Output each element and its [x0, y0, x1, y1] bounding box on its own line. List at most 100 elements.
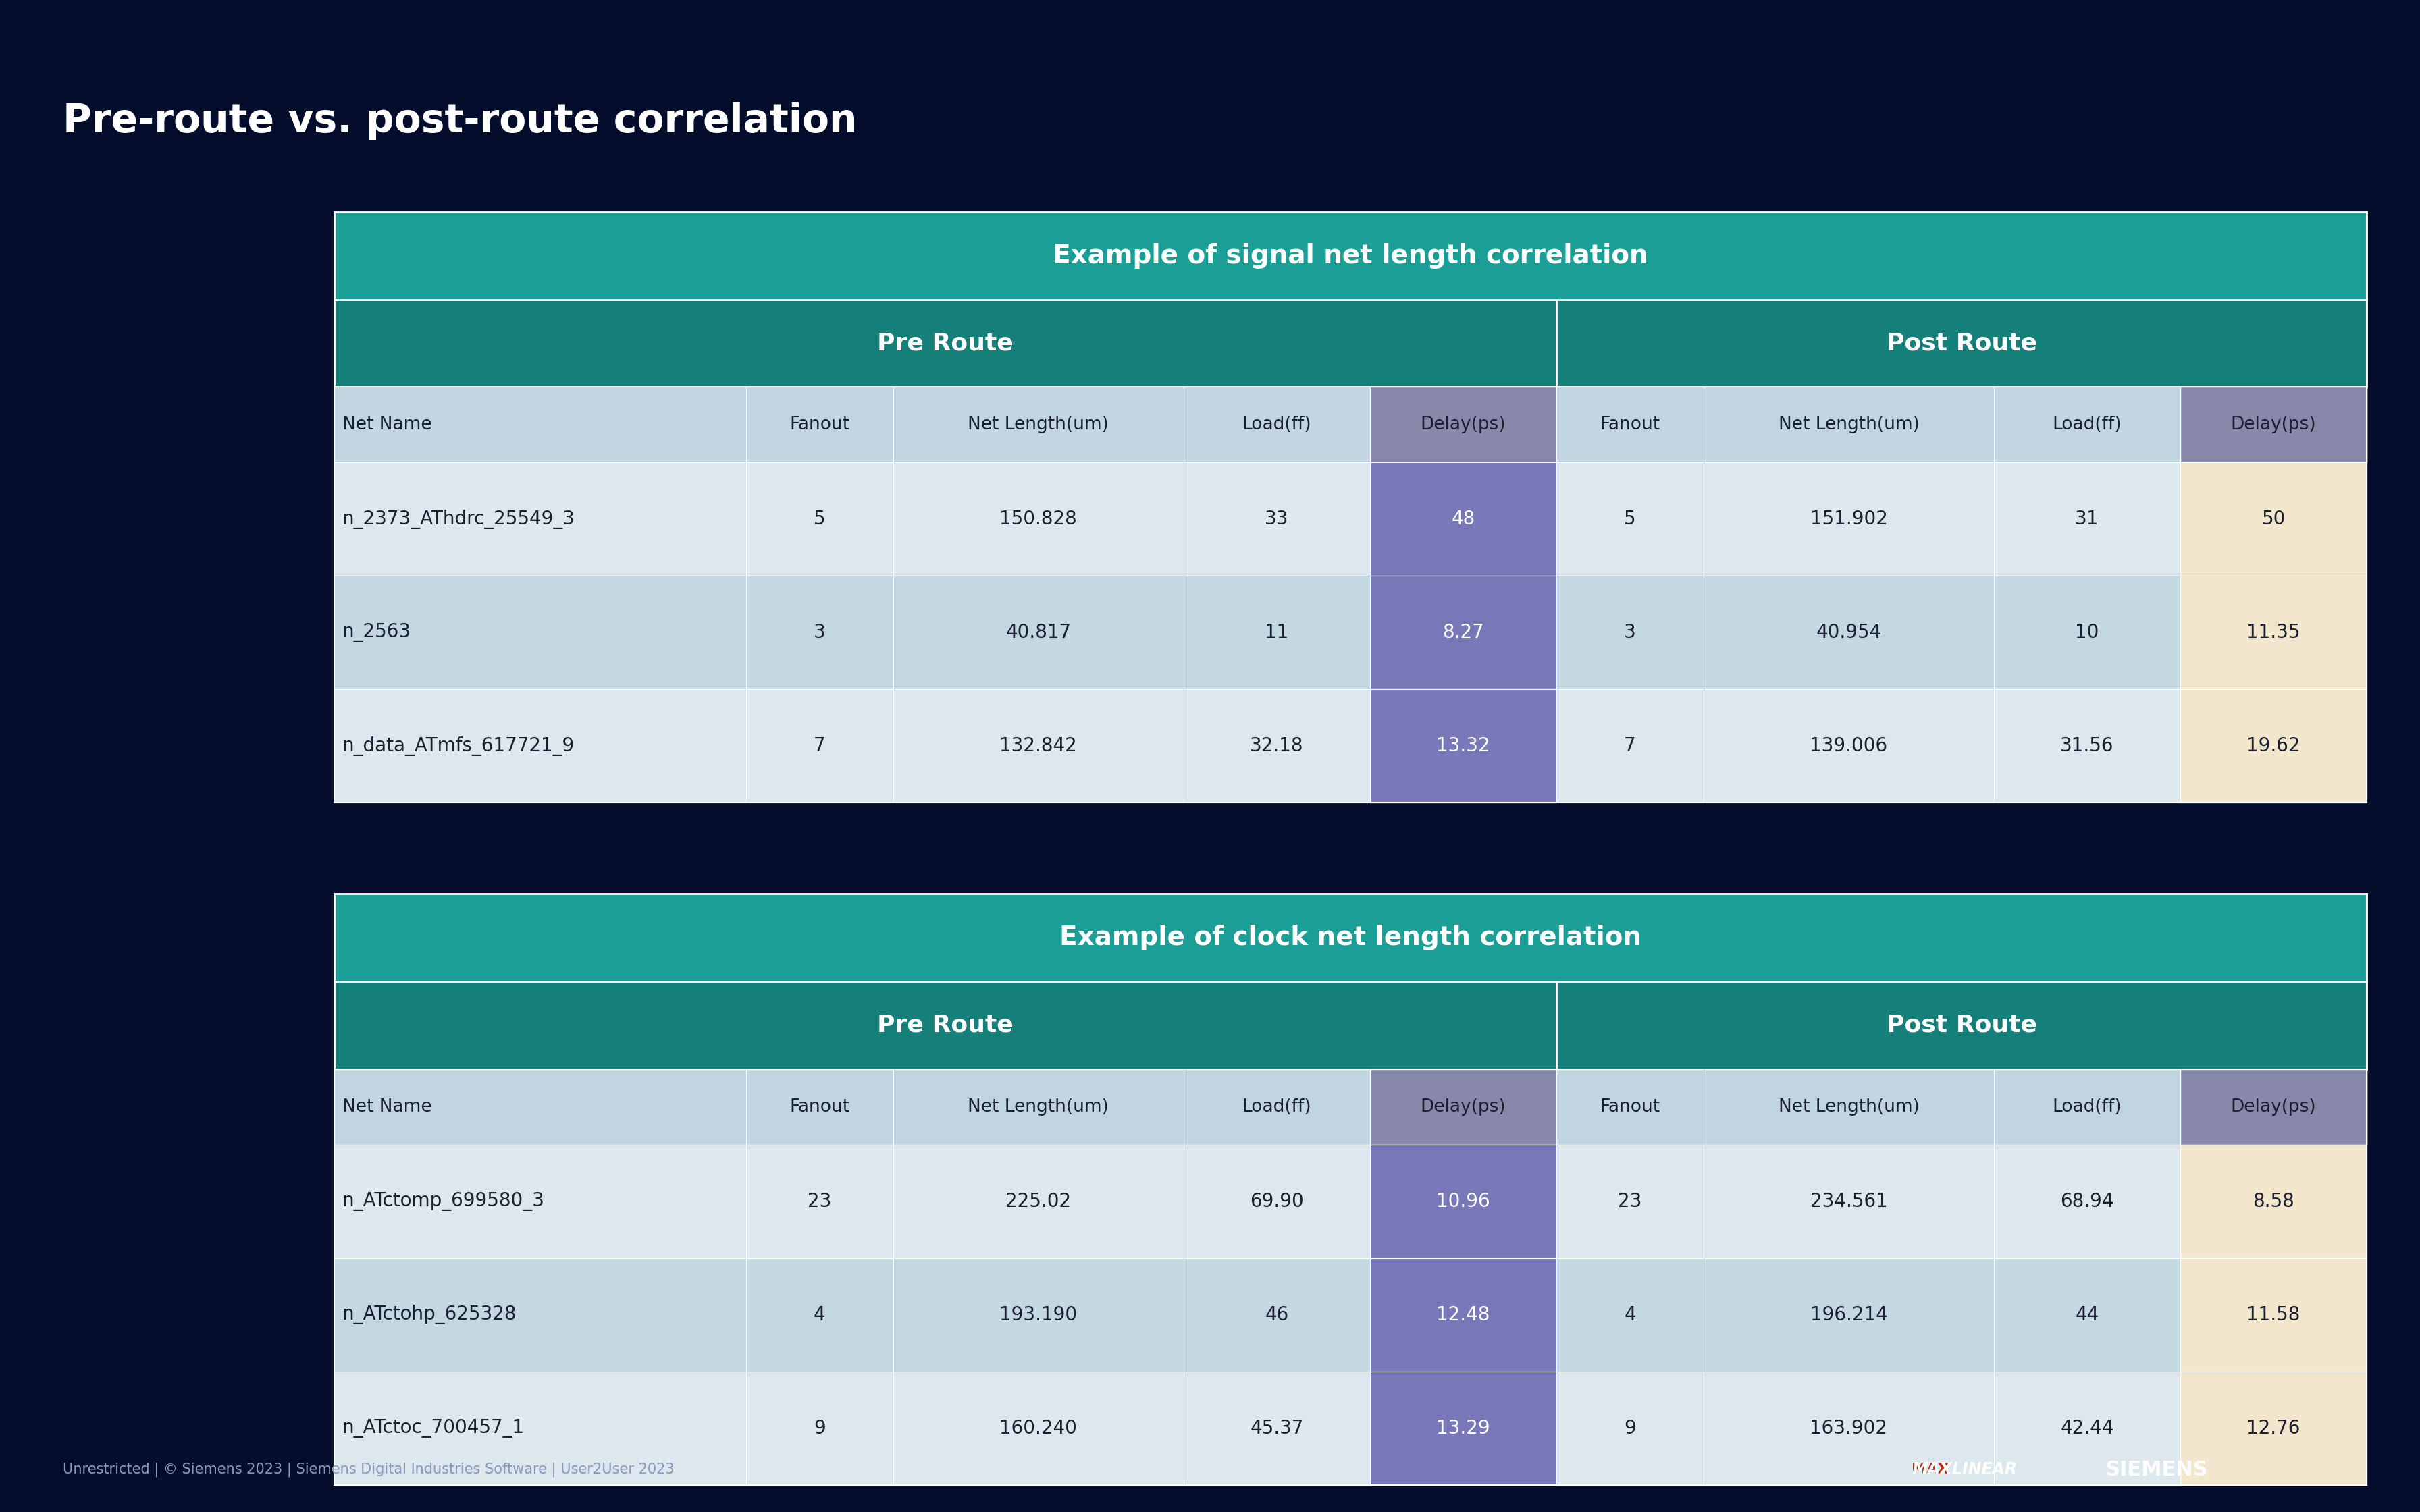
Text: Fanout: Fanout — [789, 416, 849, 434]
Text: 4: 4 — [1624, 1305, 1636, 1325]
Text: 11.58: 11.58 — [2246, 1305, 2301, 1325]
Text: Net Name: Net Name — [341, 416, 431, 434]
FancyBboxPatch shape — [2180, 689, 2367, 803]
Text: Net Length(um): Net Length(um) — [968, 416, 1108, 434]
FancyBboxPatch shape — [334, 981, 1556, 1069]
Text: n_ATctoc_700457_1: n_ATctoc_700457_1 — [341, 1418, 525, 1438]
Text: 31.56: 31.56 — [2059, 736, 2115, 756]
FancyBboxPatch shape — [2180, 1258, 2367, 1371]
Text: Net Length(um): Net Length(um) — [968, 1098, 1108, 1116]
Text: 11.35: 11.35 — [2246, 623, 2301, 643]
Text: Pre Route: Pre Route — [876, 1013, 1014, 1037]
Text: M: M — [1912, 1464, 1926, 1476]
Text: n_2373_AThdrc_25549_3: n_2373_AThdrc_25549_3 — [341, 510, 576, 529]
FancyBboxPatch shape — [334, 1145, 2367, 1258]
Text: 163.902: 163.902 — [1810, 1418, 1888, 1438]
Text: 68.94: 68.94 — [2059, 1191, 2115, 1211]
Text: 8.27: 8.27 — [1442, 623, 1483, 643]
Text: 11: 11 — [1266, 623, 1290, 643]
Text: n_ATctomp_699580_3: n_ATctomp_699580_3 — [341, 1191, 544, 1211]
FancyBboxPatch shape — [1370, 689, 1556, 803]
FancyBboxPatch shape — [334, 387, 2367, 463]
FancyBboxPatch shape — [1370, 1371, 1556, 1485]
Text: Delay(ps): Delay(ps) — [1421, 416, 1505, 434]
Text: 150.828: 150.828 — [999, 510, 1077, 529]
Text: Load(ff): Load(ff) — [1241, 416, 1312, 434]
Text: Net Name: Net Name — [341, 1098, 431, 1116]
Text: 12.76: 12.76 — [2246, 1418, 2301, 1438]
Text: 3: 3 — [813, 623, 825, 643]
Text: 9: 9 — [1624, 1418, 1636, 1438]
FancyBboxPatch shape — [2180, 1069, 2367, 1145]
Text: 23: 23 — [1619, 1191, 1641, 1211]
FancyBboxPatch shape — [1556, 981, 2367, 1069]
Text: AX: AX — [1926, 1464, 1951, 1476]
Text: 132.842: 132.842 — [999, 736, 1077, 756]
Text: 31: 31 — [2076, 510, 2098, 529]
FancyBboxPatch shape — [1370, 1145, 1556, 1258]
FancyBboxPatch shape — [334, 1069, 2367, 1145]
Text: Example of clock net length correlation: Example of clock net length correlation — [1060, 925, 1641, 950]
Text: Delay(ps): Delay(ps) — [2231, 1098, 2316, 1116]
Text: 151.902: 151.902 — [1810, 510, 1888, 529]
Text: 44: 44 — [2076, 1305, 2098, 1325]
FancyBboxPatch shape — [1556, 299, 2367, 387]
FancyBboxPatch shape — [2180, 463, 2367, 576]
Text: Unrestricted | © Siemens 2023 | Siemens Digital Industries Software | User2User : Unrestricted | © Siemens 2023 | Siemens … — [63, 1462, 675, 1477]
FancyBboxPatch shape — [334, 894, 2367, 981]
FancyBboxPatch shape — [334, 299, 1556, 387]
Text: MAXLINEAR: MAXLINEAR — [1912, 1462, 2018, 1477]
Text: Delay(ps): Delay(ps) — [1421, 1098, 1505, 1116]
Text: Net Length(um): Net Length(um) — [1779, 1098, 1919, 1116]
Text: Post Route: Post Route — [1885, 331, 2038, 355]
Text: n_ATctohp_625328: n_ATctohp_625328 — [341, 1305, 515, 1325]
Text: 48: 48 — [1452, 510, 1476, 529]
Text: Example of signal net length correlation: Example of signal net length correlation — [1053, 243, 1648, 268]
FancyBboxPatch shape — [1370, 463, 1556, 576]
FancyBboxPatch shape — [334, 463, 2367, 576]
Text: n_data_ATmfs_617721_9: n_data_ATmfs_617721_9 — [341, 736, 574, 756]
Text: 46: 46 — [1266, 1305, 1290, 1325]
FancyBboxPatch shape — [334, 1371, 2367, 1485]
Text: n_2563: n_2563 — [341, 623, 411, 643]
Text: 10: 10 — [2076, 623, 2098, 643]
Text: 234.561: 234.561 — [1810, 1191, 1888, 1211]
Text: Delay(ps): Delay(ps) — [2231, 416, 2316, 434]
Text: 225.02: 225.02 — [1007, 1191, 1072, 1211]
FancyBboxPatch shape — [1370, 576, 1556, 689]
Text: 50: 50 — [2263, 510, 2284, 529]
FancyBboxPatch shape — [334, 212, 2367, 299]
Text: 10.96: 10.96 — [1437, 1191, 1491, 1211]
Text: 5: 5 — [813, 510, 825, 529]
Text: Net Length(um): Net Length(um) — [1779, 416, 1919, 434]
Text: 69.90: 69.90 — [1249, 1191, 1304, 1211]
FancyBboxPatch shape — [2180, 1371, 2367, 1485]
Text: 13.32: 13.32 — [1437, 736, 1491, 756]
Text: 7: 7 — [813, 736, 825, 756]
Text: 4: 4 — [813, 1305, 825, 1325]
FancyBboxPatch shape — [2180, 387, 2367, 463]
Text: 45.37: 45.37 — [1251, 1418, 1304, 1438]
Text: 9: 9 — [813, 1418, 825, 1438]
Text: 139.006: 139.006 — [1810, 736, 1888, 756]
Text: Load(ff): Load(ff) — [2052, 416, 2122, 434]
Text: Load(ff): Load(ff) — [2052, 1098, 2122, 1116]
FancyBboxPatch shape — [2180, 576, 2367, 689]
Text: 5: 5 — [1624, 510, 1636, 529]
Text: 40.954: 40.954 — [1815, 623, 1883, 643]
FancyBboxPatch shape — [1370, 1069, 1556, 1145]
Text: Load(ff): Load(ff) — [1241, 1098, 1312, 1116]
Text: SIEMENS: SIEMENS — [2105, 1461, 2209, 1479]
Text: 160.240: 160.240 — [999, 1418, 1077, 1438]
Text: 196.214: 196.214 — [1810, 1305, 1888, 1325]
FancyBboxPatch shape — [1370, 387, 1556, 463]
Text: Pre Route: Pre Route — [876, 331, 1014, 355]
Text: 3: 3 — [1624, 623, 1636, 643]
Text: 13.29: 13.29 — [1437, 1418, 1491, 1438]
FancyBboxPatch shape — [334, 576, 2367, 689]
Text: 40.817: 40.817 — [1007, 623, 1072, 643]
Text: 23: 23 — [808, 1191, 832, 1211]
Text: Post Route: Post Route — [1885, 1013, 2038, 1037]
FancyBboxPatch shape — [334, 1258, 2367, 1371]
Text: 8.58: 8.58 — [2253, 1191, 2294, 1211]
